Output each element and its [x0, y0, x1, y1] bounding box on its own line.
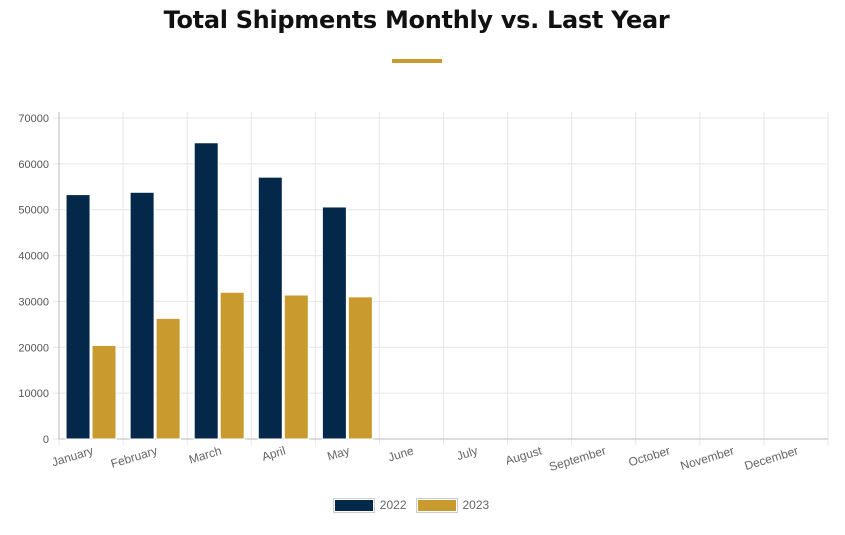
y-tick-label: 20000 — [18, 342, 49, 354]
bar-2022-march — [193, 142, 219, 440]
x-tick-label: April — [260, 443, 287, 463]
x-tick-label: November — [679, 443, 736, 473]
x-tick-label: March — [187, 443, 223, 466]
bar-2022-january — [65, 194, 91, 440]
title-underline — [392, 59, 442, 63]
bar-2022-february — [129, 191, 155, 440]
legend-item-2022[interactable]: 2022 — [332, 497, 407, 513]
y-tick-label: 50000 — [18, 205, 49, 217]
bar-2023-january — [91, 344, 117, 440]
x-tick-label: August — [504, 443, 544, 468]
bar-2023-february — [155, 317, 181, 440]
bar-2023-may — [347, 296, 373, 440]
y-tick-label: 40000 — [18, 251, 49, 263]
bar-2022-may — [321, 206, 347, 440]
y-tick-label: 30000 — [18, 296, 49, 308]
y-tick-label: 0 — [43, 434, 49, 446]
x-tick-label: January — [50, 443, 95, 469]
legend-item-2023[interactable]: 2023 — [415, 497, 490, 513]
y-tick-label: 60000 — [18, 159, 49, 171]
x-tick-label: October — [627, 443, 672, 469]
chart-title: Total Shipments Monthly vs. Last Year — [163, 6, 670, 34]
x-tick-label: June — [386, 443, 415, 464]
bar-2022-april — [257, 176, 283, 440]
chart-legend: 2022 2023 — [0, 497, 823, 513]
x-tick-label: September — [547, 443, 607, 474]
x-tick-label: July — [455, 443, 480, 463]
bar-2023-march — [219, 291, 245, 440]
x-tick-label: February — [109, 443, 159, 470]
x-tick-label: December — [743, 443, 800, 473]
y-tick-label: 10000 — [18, 388, 49, 400]
bar-2023-april — [283, 294, 309, 440]
x-tick-label: May — [325, 443, 351, 463]
y-tick-label: 70000 — [18, 113, 49, 125]
legend-label-2023: 2023 — [462, 498, 490, 512]
legend-swatch-2023 — [415, 497, 458, 513]
legend-swatch-2022 — [332, 497, 375, 513]
legend-label-2022: 2022 — [379, 498, 407, 512]
